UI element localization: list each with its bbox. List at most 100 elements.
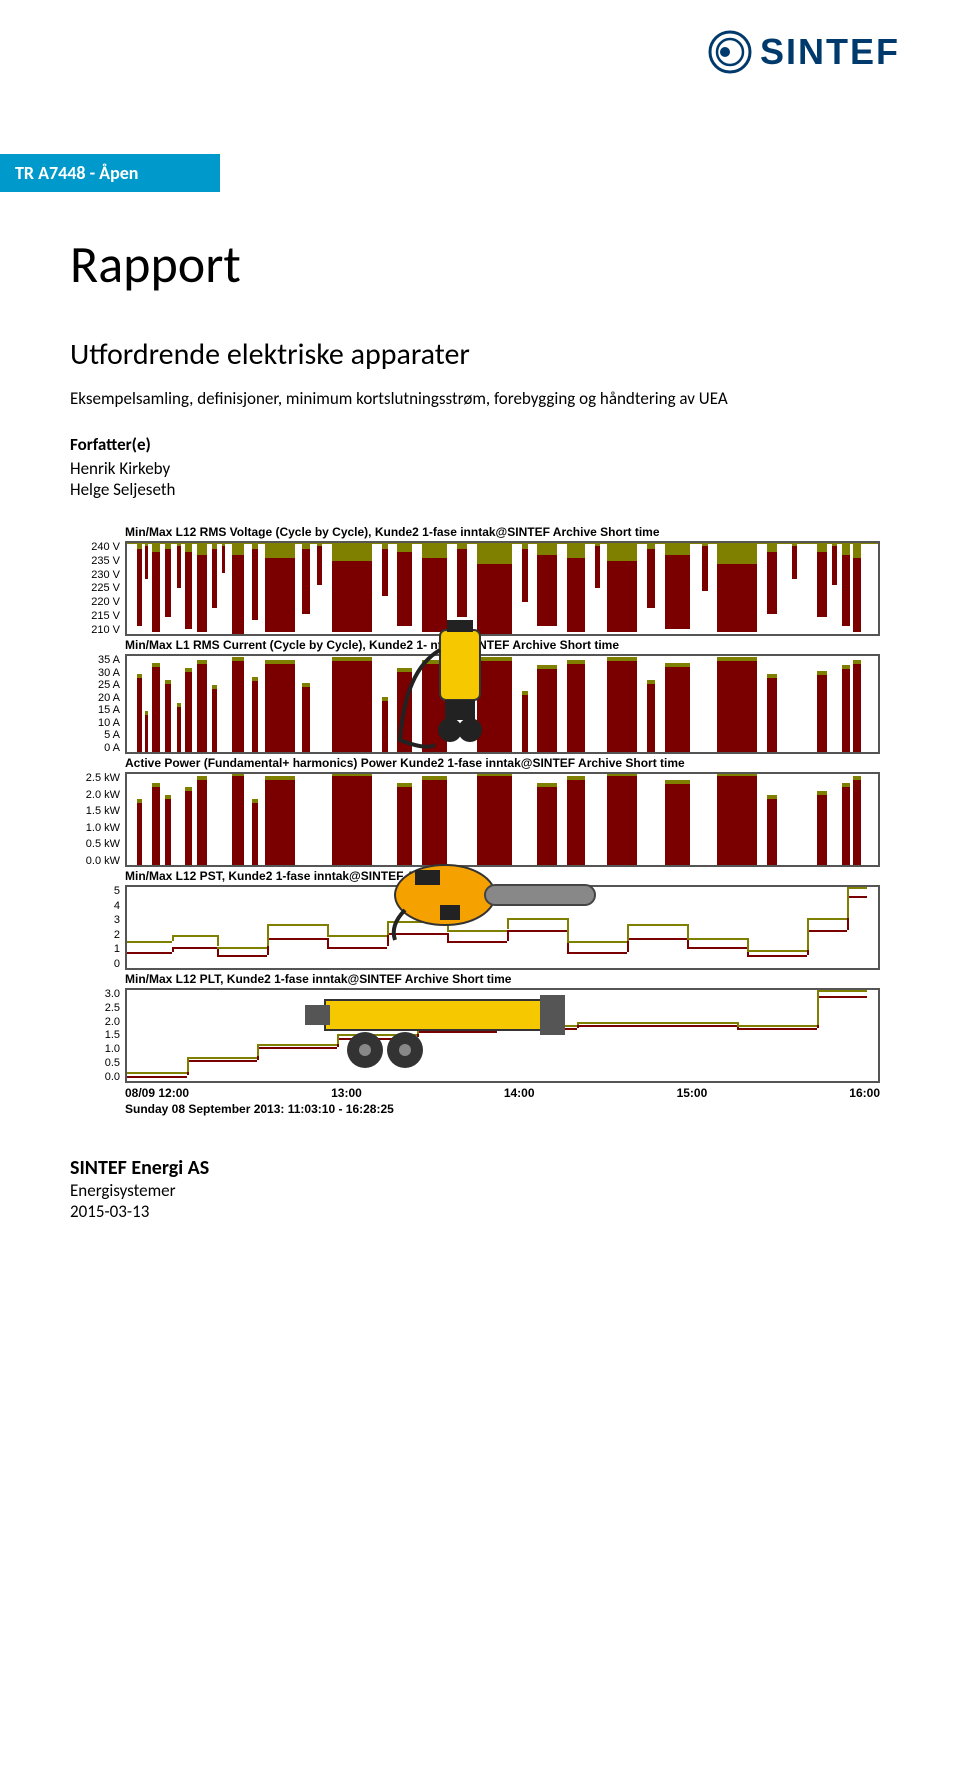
- bar-max: [185, 668, 192, 672]
- voltage-dip-max: [232, 543, 244, 555]
- bar-max: [137, 799, 142, 803]
- bar-min: [152, 785, 160, 867]
- y-tick-label: 20 A: [70, 692, 120, 704]
- bar-min: [647, 682, 655, 754]
- bar-max: [537, 783, 557, 787]
- voltage-dip-min: [317, 543, 322, 585]
- bar-max: [232, 772, 244, 776]
- step-min: [172, 947, 217, 949]
- bar-min: [382, 699, 388, 754]
- step-max: [807, 918, 809, 950]
- bar-min: [302, 685, 310, 754]
- author-2: Helge Seljeseth: [70, 479, 900, 500]
- y-tick-label: 3: [70, 914, 120, 926]
- bar-min: [165, 682, 171, 754]
- y-tick-label: 0 A: [70, 742, 120, 754]
- bar-max: [332, 657, 372, 661]
- voltage-dip-min: [252, 543, 258, 620]
- step-max: [747, 938, 749, 950]
- voltage-dip-min: [537, 543, 557, 626]
- footer-org: SINTEF Energi AS: [70, 1156, 900, 1180]
- bar-max: [853, 660, 861, 664]
- voltage-dip-max: [265, 543, 295, 558]
- step-min: [847, 896, 867, 898]
- author-heading: Forfatter(e): [70, 434, 900, 455]
- voltage-dip-min: [165, 543, 171, 617]
- y-tick-label: 25 A: [70, 679, 120, 691]
- bar-min: [232, 774, 244, 867]
- bar-max: [717, 772, 757, 776]
- bar-max: [607, 657, 637, 661]
- bar-max: [607, 772, 637, 776]
- bar-max: [647, 680, 655, 684]
- bar-min: [185, 670, 192, 754]
- step-min: [267, 938, 327, 940]
- y-tick-label: 3.0: [70, 988, 120, 1000]
- bar-min: [185, 789, 192, 867]
- step-max: [747, 950, 807, 952]
- pressure-washer-image: [395, 620, 515, 760]
- bar-max: [817, 791, 827, 795]
- bar-max: [252, 799, 258, 803]
- bar-max: [145, 711, 148, 715]
- voltage-dip-max: [567, 543, 585, 558]
- voltage-dip-min: [817, 543, 827, 617]
- bar-min: [717, 659, 757, 754]
- y-tick-label: 1.0 kW: [70, 822, 120, 834]
- bar-min: [252, 801, 258, 867]
- y-tick-label: 0: [70, 958, 120, 970]
- voltage-dip-min: [232, 543, 244, 635]
- step-max: [127, 1072, 187, 1074]
- y-tick-label: 0.5: [70, 1057, 120, 1069]
- y-tick-label: 220 V: [70, 596, 120, 608]
- step-min: [127, 1076, 187, 1078]
- voltage-dip-min: [222, 543, 225, 573]
- bar-max: [302, 683, 310, 687]
- step-max: [847, 887, 849, 918]
- voltage-dip-max: [332, 543, 372, 561]
- y-axis: 3.02.52.01.51.00.50.0: [70, 988, 125, 1083]
- voltage-dip-min: [842, 543, 850, 626]
- step-min: [577, 1025, 657, 1027]
- bar-max: [665, 780, 690, 784]
- y-tick-label: 240 V: [70, 541, 120, 553]
- bar-max: [817, 671, 827, 675]
- voltage-dip-min: [457, 543, 467, 617]
- voltage-dip-min: [177, 543, 181, 588]
- bar-max: [665, 663, 690, 667]
- step-max: [577, 1022, 657, 1024]
- step-min: [327, 947, 387, 949]
- x-tick-label: 16:00: [849, 1086, 880, 1100]
- y-tick-label: 5: [70, 885, 120, 897]
- bar-max: [185, 787, 192, 791]
- y-axis: 543210: [70, 885, 125, 970]
- bar-min: [842, 785, 850, 867]
- voltage-dip-max: [767, 543, 777, 552]
- footer-dept: Energisystemer: [70, 1180, 900, 1201]
- voltage-dip-max: [197, 543, 207, 555]
- step-min: [657, 1025, 737, 1027]
- bar-max: [332, 772, 372, 776]
- step-max: [847, 887, 867, 889]
- bar-max: [137, 674, 142, 678]
- report-title: Rapport: [70, 232, 900, 296]
- bar-max: [567, 776, 585, 780]
- bar-min: [332, 659, 372, 754]
- bar-max: [567, 660, 585, 664]
- bar-min: [853, 662, 861, 754]
- y-axis: 240 V235 V230 V225 V220 V215 V210 V: [70, 541, 125, 636]
- y-tick-label: 0.0: [70, 1071, 120, 1083]
- charts-figure: Min/Max L12 RMS Voltage (Cycle by Cycle)…: [0, 525, 880, 1116]
- voltage-dip-min: [647, 543, 655, 608]
- bar-min: [232, 659, 244, 754]
- step-max: [687, 938, 747, 940]
- y-tick-label: 230 V: [70, 569, 120, 581]
- bar-max: [265, 660, 295, 664]
- step-max: [217, 947, 267, 949]
- bar-min: [665, 665, 690, 754]
- bar-max: [422, 776, 447, 780]
- step-min: [567, 952, 627, 954]
- y-tick-label: 1.5 kW: [70, 805, 120, 817]
- chart-title: Min/Max L12 RMS Voltage (Cycle by Cycle)…: [70, 525, 880, 539]
- voltage-dip-max: [853, 543, 861, 558]
